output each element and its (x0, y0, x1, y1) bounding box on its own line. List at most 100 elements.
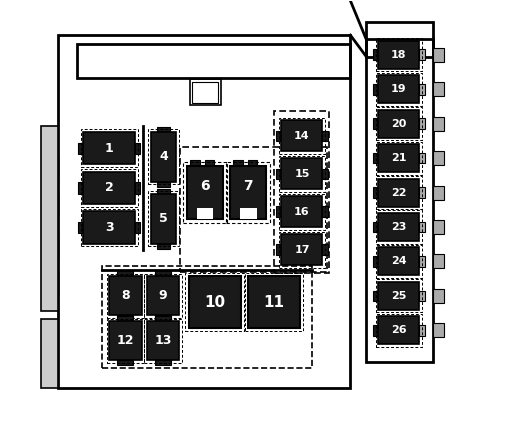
Bar (433, 117, 444, 130)
Bar (197, 208, 213, 219)
Bar (367, 22, 433, 362)
Bar (419, 49, 425, 60)
Bar (276, 168, 281, 179)
Bar (135, 222, 140, 233)
Text: 12: 12 (117, 334, 134, 347)
Bar (419, 153, 425, 163)
Bar (373, 222, 378, 232)
Bar (376, 73, 422, 106)
Bar (376, 142, 422, 175)
Bar (157, 189, 170, 194)
Bar (373, 256, 378, 267)
Bar (184, 162, 227, 223)
Bar (281, 196, 322, 227)
Text: 13: 13 (154, 334, 171, 347)
Bar (433, 48, 444, 62)
Bar (376, 176, 422, 209)
Bar (48, 238, 58, 259)
Bar (281, 234, 322, 265)
Bar (245, 273, 304, 331)
Bar (378, 41, 419, 69)
Bar (378, 75, 419, 103)
Bar (106, 274, 144, 318)
Bar (155, 315, 171, 320)
Bar (189, 276, 241, 328)
Bar (109, 321, 141, 360)
Bar (117, 315, 133, 320)
Bar (367, 39, 433, 57)
Bar (106, 319, 144, 363)
Bar (109, 276, 141, 315)
Bar (147, 276, 179, 315)
Bar (322, 168, 328, 179)
Bar (376, 280, 422, 312)
Bar (84, 132, 135, 164)
Bar (279, 232, 325, 268)
Bar (433, 323, 444, 337)
Bar (157, 127, 170, 132)
Bar (187, 165, 224, 219)
Bar (276, 130, 281, 142)
Bar (376, 245, 422, 278)
Bar (240, 208, 257, 219)
Bar (322, 130, 328, 142)
Bar (248, 276, 300, 328)
Bar (48, 272, 58, 293)
Text: 15: 15 (294, 169, 310, 179)
Bar (151, 132, 176, 181)
Bar (84, 172, 135, 204)
Bar (78, 143, 84, 154)
Bar (186, 273, 244, 331)
Bar (373, 291, 378, 301)
Bar (433, 185, 444, 200)
Bar (378, 248, 419, 276)
Bar (376, 210, 422, 244)
Text: 6: 6 (200, 179, 210, 193)
Bar (281, 158, 322, 189)
Bar (144, 274, 182, 318)
Bar (157, 181, 170, 187)
Bar (433, 82, 444, 96)
Bar (41, 126, 58, 311)
Bar (276, 245, 281, 255)
Bar (373, 153, 378, 163)
Text: 1: 1 (105, 142, 114, 155)
Text: 8: 8 (121, 289, 130, 302)
Text: 10: 10 (204, 295, 225, 310)
Bar (149, 191, 178, 246)
Bar (378, 213, 419, 241)
Text: 18: 18 (391, 50, 407, 60)
Bar (117, 360, 133, 365)
Bar (373, 187, 378, 198)
Bar (373, 118, 378, 129)
Bar (279, 194, 325, 230)
Text: 17: 17 (294, 245, 310, 254)
Bar (373, 84, 378, 95)
Text: 22: 22 (391, 187, 407, 197)
Bar (48, 156, 58, 177)
Bar (78, 182, 84, 194)
Bar (230, 165, 266, 219)
Bar (81, 169, 138, 206)
Text: 16: 16 (294, 206, 310, 217)
Bar (191, 159, 200, 165)
Text: 4: 4 (159, 150, 168, 163)
Text: 19: 19 (391, 84, 407, 94)
Text: 3: 3 (105, 221, 114, 234)
Bar (151, 194, 176, 244)
Text: 26: 26 (391, 325, 407, 335)
Bar (192, 82, 218, 103)
Bar (58, 35, 350, 388)
Bar (155, 316, 171, 321)
Bar (419, 118, 425, 129)
Bar (419, 256, 425, 267)
Bar (102, 267, 312, 368)
Bar (135, 143, 140, 154)
Bar (117, 271, 133, 276)
Bar (378, 178, 419, 206)
Bar (248, 159, 257, 165)
Bar (376, 314, 422, 347)
Text: 24: 24 (391, 257, 407, 267)
Bar (419, 291, 425, 301)
Bar (144, 319, 182, 363)
